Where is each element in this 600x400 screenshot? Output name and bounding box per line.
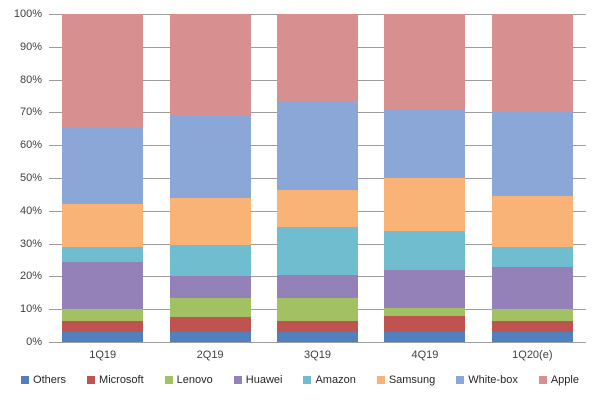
bar-segment-Huawei xyxy=(169,276,251,298)
bar-segment-Apple xyxy=(491,14,573,111)
y-axis-tick-label: 60% xyxy=(19,139,42,152)
legend-swatch-icon xyxy=(303,376,312,384)
legend-label: Lenovo xyxy=(176,374,213,386)
y-axis-tick-label: 50% xyxy=(19,172,42,184)
bar-segment-Microsoft xyxy=(491,320,573,333)
bar-segment-White-box xyxy=(277,100,359,190)
legend-label: Samsung xyxy=(388,374,436,386)
bar-segment-Others xyxy=(491,332,573,342)
legend: Others Microsoft Lenovo Huawei Amazon Samsung… xyxy=(0,374,600,386)
bar-segment-Lenovo xyxy=(169,297,251,318)
legend-item-Amazon: Amazon xyxy=(303,374,356,386)
y-axis-tick-label: 0% xyxy=(26,336,42,348)
bar-segment-Apple xyxy=(277,14,359,101)
bar-segment-Microsoft xyxy=(62,320,144,333)
y-axis-tick-label: 10% xyxy=(19,303,42,316)
y-axis-tick-label: 30% xyxy=(19,237,42,250)
bar-segment-Amazon xyxy=(384,230,466,270)
category-slot xyxy=(371,14,478,342)
y-axis-tick-label: 80% xyxy=(19,73,42,86)
category-slot xyxy=(156,14,263,342)
legend-item-Microsoft: Microsoft xyxy=(87,374,144,386)
legend-swatch-icon xyxy=(456,376,465,384)
stacked-bar-1Q19 xyxy=(62,14,144,342)
legend-swatch-icon xyxy=(164,376,173,384)
stacked-bar-2Q19 xyxy=(169,14,251,342)
legend-swatch-icon xyxy=(21,376,30,384)
bar-segment-Amazon xyxy=(491,246,573,267)
y-axis-tick-label: 100% xyxy=(13,8,42,20)
legend-item-Samsung: Samsung xyxy=(376,374,436,386)
legend-label: Microsoft xyxy=(99,374,144,386)
bar-segment-Amazon xyxy=(169,245,251,277)
bar-segment-Samsung xyxy=(62,204,144,247)
x-axis-tick-label: 3Q19 xyxy=(304,349,331,361)
legend-swatch-icon xyxy=(376,376,385,384)
stacked-bar-3Q19 xyxy=(277,14,359,342)
stacked-bar-4Q19 xyxy=(384,14,466,342)
bar-segment-White-box xyxy=(169,115,251,198)
legend-item-White-box: White-box xyxy=(456,374,518,386)
bar-segment-Others xyxy=(384,332,466,342)
bar-segment-Apple xyxy=(62,14,144,128)
bar-segment-Huawei xyxy=(491,266,573,310)
y-axis-tick-label: 40% xyxy=(19,204,42,217)
bar-segment-Lenovo xyxy=(491,309,573,321)
bar-segment-Microsoft xyxy=(277,320,359,333)
x-axis-tick-label: 1Q19 xyxy=(89,349,117,361)
bar-segment-Others xyxy=(62,332,144,342)
category-slot xyxy=(264,14,371,342)
y-axis-tick-label: 90% xyxy=(19,40,42,53)
bar-segment-Lenovo xyxy=(277,297,359,321)
x-axis-tick-labels: 1Q19 2Q19 3Q19 4Q19 1Q20(e) xyxy=(49,349,586,361)
bar-segment-Others xyxy=(169,332,251,342)
bar-segment-Samsung xyxy=(384,178,466,231)
legend-label: Others xyxy=(33,374,67,386)
legend-label: Huawei xyxy=(245,374,283,386)
bar-segment-Amazon xyxy=(62,246,144,262)
legend-label: White-box xyxy=(468,374,518,386)
category-slot xyxy=(49,14,156,342)
legend-label: Apple xyxy=(550,374,579,386)
bar-segment-Microsoft xyxy=(384,315,466,333)
legend-item-Huawei: Huawei xyxy=(233,374,283,386)
x-axis-tick-label: 1Q20(e) xyxy=(512,349,553,361)
bar-segment-Lenovo xyxy=(384,307,466,316)
bar-segment-White-box xyxy=(491,110,573,197)
legend-swatch-icon xyxy=(538,376,547,384)
gridline xyxy=(49,342,586,343)
category-slot xyxy=(479,14,586,342)
bar-segment-Samsung xyxy=(491,196,573,247)
bar-segment-Lenovo xyxy=(62,309,144,321)
legend-swatch-icon xyxy=(233,376,242,384)
legend-item-Apple: Apple xyxy=(538,374,579,386)
bar-segment-Apple xyxy=(384,14,466,110)
bar-series-container xyxy=(49,14,586,342)
x-axis-tick-label: 2Q19 xyxy=(196,349,224,361)
bar-segment-Huawei xyxy=(384,269,466,308)
bar-segment-Microsoft xyxy=(169,317,251,333)
bar-segment-Others xyxy=(277,332,359,342)
bar-segment-White-box xyxy=(384,109,466,179)
x-axis-tick-label: 4Q19 xyxy=(411,349,439,361)
stacked-bar-1Q20(e) xyxy=(491,14,573,342)
legend-swatch-icon xyxy=(87,376,96,384)
bar-segment-Apple xyxy=(169,14,251,116)
legend-label: Amazon xyxy=(315,374,356,386)
bar-segment-Amazon xyxy=(277,227,359,275)
bar-segment-Huawei xyxy=(62,261,144,310)
y-axis-tick-label: 70% xyxy=(19,106,42,119)
legend-item-Others: Others xyxy=(21,374,66,386)
bar-segment-Samsung xyxy=(169,197,251,246)
y-axis-tick-labels: 0% 10% 20% 30% 40% 50% 60% 70% 80% 90% 100% xyxy=(0,8,42,348)
plot-area xyxy=(49,14,586,343)
legend-item-Lenovo: Lenovo xyxy=(164,374,213,386)
bar-segment-Huawei xyxy=(277,274,359,298)
bar-segment-White-box xyxy=(62,127,144,205)
bar-segment-Samsung xyxy=(277,189,359,228)
y-axis-tick-label: 20% xyxy=(19,270,42,283)
